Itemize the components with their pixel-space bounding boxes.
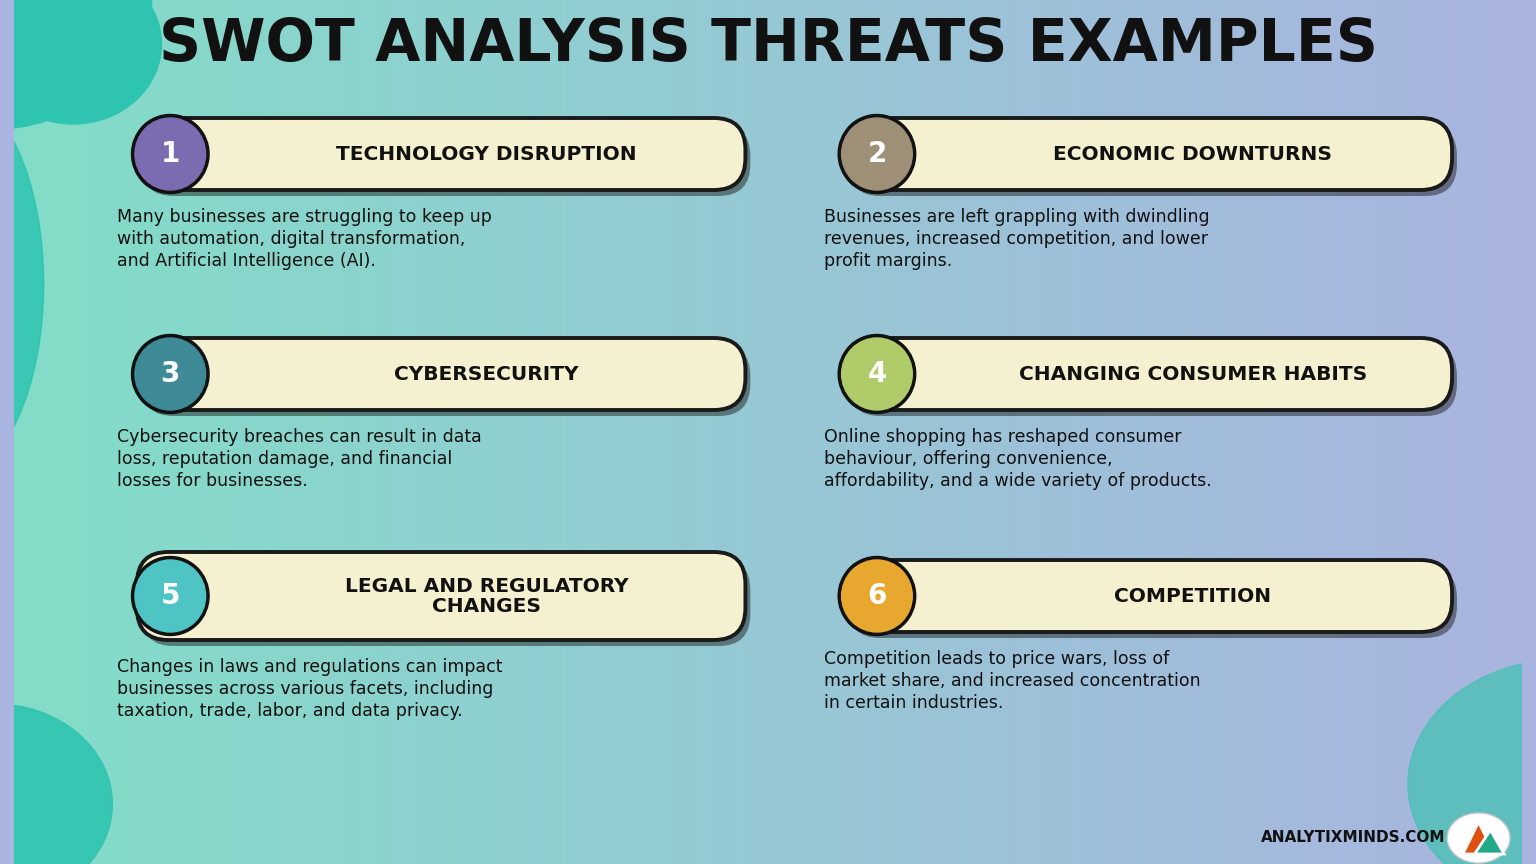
Ellipse shape	[0, 94, 43, 474]
Circle shape	[135, 560, 206, 632]
Ellipse shape	[0, 0, 161, 124]
Text: Businesses are left grappling with dwindling: Businesses are left grappling with dwind…	[823, 208, 1209, 226]
FancyBboxPatch shape	[843, 560, 1452, 632]
Text: businesses across various facets, including: businesses across various facets, includ…	[117, 680, 493, 698]
Text: SWOT ANALYSIS THREATS EXAMPLES: SWOT ANALYSIS THREATS EXAMPLES	[158, 16, 1378, 73]
Circle shape	[839, 556, 915, 636]
Text: profit margins.: profit margins.	[823, 252, 952, 270]
FancyBboxPatch shape	[137, 118, 745, 190]
Text: Online shopping has reshaped consumer: Online shopping has reshaped consumer	[823, 428, 1181, 446]
Text: loss, reputation damage, and financial: loss, reputation damage, and financial	[117, 450, 453, 468]
Text: ECONOMIC DOWNTURNS: ECONOMIC DOWNTURNS	[1054, 144, 1332, 163]
Text: 1: 1	[161, 140, 180, 168]
FancyBboxPatch shape	[137, 338, 745, 410]
Circle shape	[842, 118, 912, 190]
FancyBboxPatch shape	[141, 558, 750, 646]
Circle shape	[839, 334, 915, 414]
Circle shape	[842, 338, 912, 410]
FancyBboxPatch shape	[848, 124, 1458, 196]
Text: and Artificial Intelligence (AI).: and Artificial Intelligence (AI).	[117, 252, 376, 270]
Text: LEGAL AND REGULATORY: LEGAL AND REGULATORY	[344, 576, 628, 595]
FancyBboxPatch shape	[848, 566, 1458, 638]
Ellipse shape	[1447, 813, 1510, 863]
Circle shape	[839, 115, 915, 194]
FancyBboxPatch shape	[141, 344, 750, 416]
Ellipse shape	[0, 0, 152, 130]
Text: losses for businesses.: losses for businesses.	[117, 472, 309, 490]
Text: 6: 6	[868, 582, 886, 610]
Text: revenues, increased competition, and lower: revenues, increased competition, and low…	[823, 230, 1207, 248]
Circle shape	[132, 334, 209, 414]
Text: Changes in laws and regulations can impact: Changes in laws and regulations can impa…	[117, 658, 502, 676]
Text: market share, and increased concentration: market share, and increased concentratio…	[823, 672, 1201, 690]
Circle shape	[135, 338, 206, 410]
Circle shape	[842, 560, 912, 632]
FancyBboxPatch shape	[843, 118, 1452, 190]
Circle shape	[132, 115, 209, 194]
Text: CYBERSECURITY: CYBERSECURITY	[395, 365, 579, 384]
Text: ANALYTIXMINDS.COM: ANALYTIXMINDS.COM	[1261, 830, 1445, 846]
FancyBboxPatch shape	[137, 552, 745, 640]
Text: COMPETITION: COMPETITION	[1115, 587, 1272, 606]
Text: TECHNOLOGY DISRUPTION: TECHNOLOGY DISRUPTION	[336, 144, 636, 163]
Text: in certain industries.: in certain industries.	[823, 694, 1003, 712]
Ellipse shape	[1409, 659, 1536, 864]
Text: Competition leads to price wars, loss of: Competition leads to price wars, loss of	[823, 650, 1169, 668]
FancyBboxPatch shape	[141, 124, 750, 196]
Text: 5: 5	[161, 582, 180, 610]
Text: CHANGES: CHANGES	[432, 596, 541, 615]
Ellipse shape	[0, 704, 112, 864]
Circle shape	[132, 556, 209, 636]
Text: affordability, and a wide variety of products.: affordability, and a wide variety of pro…	[823, 472, 1212, 490]
Text: with automation, digital transformation,: with automation, digital transformation,	[117, 230, 465, 248]
Text: Many businesses are struggling to keep up: Many businesses are struggling to keep u…	[117, 208, 492, 226]
Text: 3: 3	[161, 360, 180, 388]
Polygon shape	[1475, 830, 1504, 854]
Text: CHANGING CONSUMER HABITS: CHANGING CONSUMER HABITS	[1018, 365, 1367, 384]
Text: 2: 2	[868, 140, 886, 168]
Text: 4: 4	[868, 360, 886, 388]
Text: taxation, trade, labor, and data privacy.: taxation, trade, labor, and data privacy…	[117, 702, 462, 720]
FancyBboxPatch shape	[848, 344, 1458, 416]
Text: Cybersecurity breaches can result in data: Cybersecurity breaches can result in dat…	[117, 428, 482, 446]
FancyBboxPatch shape	[843, 338, 1452, 410]
Circle shape	[135, 118, 206, 190]
Text: behaviour, offering convenience,: behaviour, offering convenience,	[823, 450, 1112, 468]
Polygon shape	[1462, 822, 1495, 854]
